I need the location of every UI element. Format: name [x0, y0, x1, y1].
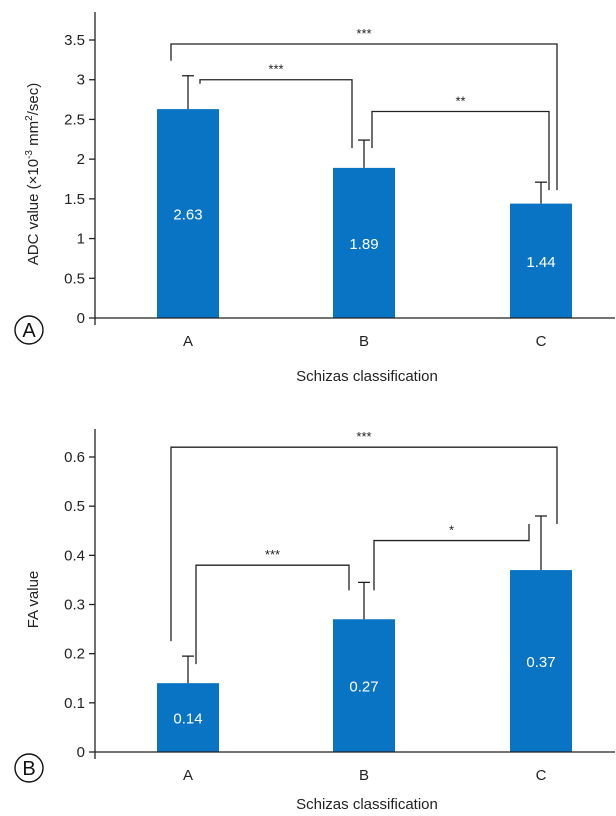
significance-label: *** — [268, 62, 283, 77]
y-tick-label: 2.5 — [64, 111, 85, 128]
y-tick-label: 3.5 — [64, 32, 85, 49]
y-axis-title-part: mm — [25, 121, 42, 150]
significance-label: *** — [356, 26, 371, 41]
bar-value-label: 0.37 — [526, 654, 555, 671]
y-tick-label: 1.5 — [64, 191, 85, 208]
significance-bracket — [170, 446, 558, 642]
panel-letter: A — [22, 320, 36, 342]
y-tick-label: 0 — [77, 310, 85, 327]
y-tick-label: 0 — [77, 744, 85, 761]
y-axis-title-part: ADC value (×10 — [25, 159, 42, 265]
y-axis-title: ADC value (×10-3 mm2/sec) — [24, 83, 42, 265]
panel-letter-circle — [14, 315, 44, 345]
significance-label: *** — [265, 547, 280, 562]
significance-bracket — [170, 43, 558, 191]
category-label: B — [359, 767, 369, 784]
category-label: C — [536, 767, 547, 784]
y-tick-label: 0.5 — [64, 270, 85, 287]
bar-value-label: 1.89 — [349, 236, 378, 253]
panel-letter-circle — [14, 753, 44, 783]
bar-value-label: 0.27 — [349, 679, 378, 696]
significance-label: *** — [356, 429, 371, 444]
bar-c — [510, 570, 572, 752]
y-tick-label: 0.5 — [64, 498, 85, 515]
y-axis-title-part: /sec) — [25, 83, 42, 116]
y-tick-label: 0.2 — [64, 646, 85, 663]
panel-b-chart: 0.14 A 0.27 B 0.37 C 0 0.1 0.2 0.3 0.4 0.5 0.6 Schiza… — [14, 429, 615, 813]
significance-label: ** — [455, 93, 465, 108]
y-axis-title: FA value — [25, 571, 42, 629]
significance-bracket — [195, 564, 350, 665]
bar-value-label: 1.44 — [526, 254, 555, 271]
y-axis-title-part: 2 — [24, 115, 35, 121]
y-tick-label: 0.6 — [64, 449, 85, 466]
category-label: B — [359, 333, 369, 350]
bar-a — [157, 109, 219, 318]
significance-label: * — [449, 523, 454, 538]
panel-letter: B — [22, 758, 35, 780]
y-tick-label: 1 — [77, 231, 85, 248]
y-tick-label: 0.4 — [64, 547, 85, 564]
category-label: A — [183, 333, 193, 350]
category-label: C — [536, 333, 547, 350]
y-tick-label: 2 — [77, 151, 85, 168]
category-label: A — [183, 767, 193, 784]
y-tick-label: 3 — [77, 72, 85, 89]
x-axis-title: Schizas classification — [296, 796, 438, 813]
y-tick-label: 0.1 — [64, 695, 85, 712]
bar-value-label: 0.14 — [173, 711, 202, 728]
bar-b — [333, 167, 395, 318]
bar-b — [333, 619, 395, 752]
significance-bracket — [199, 79, 353, 149]
bar-a — [157, 683, 219, 752]
significance-bracket — [373, 524, 530, 591]
bar-c — [510, 203, 572, 318]
panel-a-chart: 2.63 A 1.89 B 1.44 C 0 0.5 1 1.5 2 2.5 3 3.5 Schizas c… — [14, 12, 615, 385]
significance-bracket — [371, 110, 550, 191]
bar-value-label: 2.63 — [173, 207, 202, 224]
y-tick-label: 0.3 — [64, 597, 85, 614]
x-axis-title: Schizas classification — [296, 368, 438, 385]
y-axis-title-part: -3 — [24, 150, 35, 159]
